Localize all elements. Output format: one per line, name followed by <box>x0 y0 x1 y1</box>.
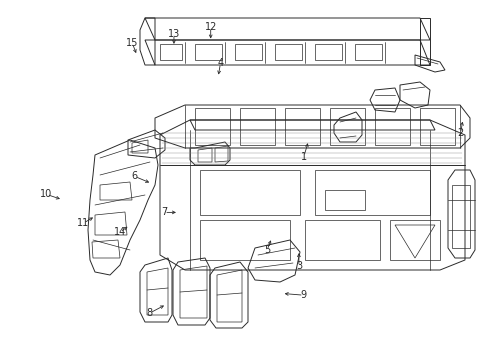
Text: 11: 11 <box>77 218 90 228</box>
Text: 14: 14 <box>114 227 126 237</box>
Text: 7: 7 <box>161 207 167 217</box>
Text: 8: 8 <box>147 308 152 318</box>
Text: 10: 10 <box>40 189 53 199</box>
Text: 1: 1 <box>301 152 307 162</box>
Text: 12: 12 <box>204 22 217 32</box>
Text: 9: 9 <box>301 290 307 300</box>
Text: 2: 2 <box>458 128 464 138</box>
Text: 6: 6 <box>132 171 138 181</box>
Text: 3: 3 <box>296 261 302 271</box>
Text: 4: 4 <box>218 58 223 68</box>
Text: 15: 15 <box>126 38 139 48</box>
Text: 13: 13 <box>168 29 180 39</box>
Text: 5: 5 <box>264 245 270 255</box>
